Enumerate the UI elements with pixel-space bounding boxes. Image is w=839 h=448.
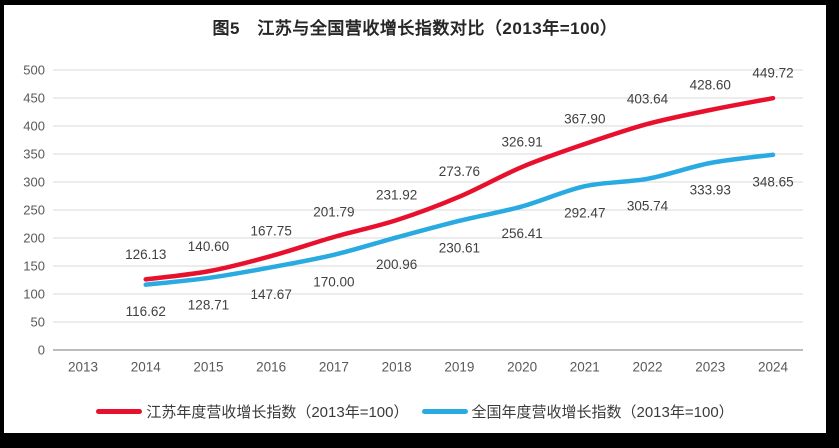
x-tick-label: 2020	[507, 360, 537, 375]
y-tick-label: 300	[23, 175, 45, 190]
data-label: 273.76	[439, 164, 480, 179]
legend-swatch	[96, 409, 143, 414]
x-tick-label: 2023	[695, 360, 725, 375]
y-tick-label: 400	[23, 119, 45, 134]
data-label: 147.67	[251, 287, 292, 302]
data-label: 201.79	[313, 204, 354, 219]
data-label: 348.65	[752, 174, 793, 189]
y-tick-label: 250	[23, 203, 45, 218]
data-label: 292.47	[564, 206, 605, 221]
x-tick-label: 2024	[758, 360, 789, 375]
y-tick-label: 350	[23, 147, 45, 162]
x-tick-label: 2022	[633, 360, 663, 375]
series-line-jiangsu	[143, 95, 776, 282]
legend: 江苏年度营收增长指数（2013年=100） 全国年度营收增长指数（2013年=10…	[4, 401, 826, 422]
x-tick-label: 2016	[256, 360, 286, 375]
y-tick-label: 0	[38, 343, 45, 358]
x-tick-label: 2017	[319, 360, 349, 375]
legend-label: 江苏年度营收增长指数（2013年=100）	[146, 404, 409, 421]
x-tick-label: 2021	[570, 360, 600, 375]
series-data-labels: 126.13 140.60 167.75 201.79 231.92 273.76 326.…	[125, 66, 794, 262]
y-tick-label: 50	[31, 315, 45, 330]
legend-label: 全国年度营收增长指数（2013年=100）	[471, 404, 734, 421]
data-label: 140.60	[188, 239, 229, 254]
y-tick-label: 100	[23, 287, 45, 302]
legend-swatch	[421, 409, 468, 414]
data-label: 449.72	[752, 66, 793, 81]
data-label: 333.93	[690, 182, 731, 197]
data-label: 170.00	[313, 274, 354, 289]
chart-title: 图5 江苏与全国营收增长指数对比（2013年=100）	[212, 19, 618, 38]
y-tick-label: 450	[23, 91, 45, 106]
x-tick-label: 2015	[193, 360, 223, 375]
x-tick-label: 2019	[444, 360, 474, 375]
x-tick-label: 2018	[382, 360, 412, 375]
data-label: 403.64	[627, 91, 669, 106]
data-label: 305.74	[627, 198, 669, 213]
data-label: 231.92	[376, 188, 417, 203]
y-tick-label: 500	[23, 63, 45, 78]
y-tick-label: 150	[23, 259, 45, 274]
series-data-labels: 116.62 128.71 147.67 170.00 200.96 230.61 256.…	[126, 174, 794, 319]
y-axis-tick-labels: 0 50 100 150 200 250 300 350 400 450 500	[23, 63, 45, 358]
legend-item-jiangsu: 江苏年度营收增长指数（2013年=100）	[96, 401, 409, 422]
data-label: 230.61	[439, 240, 480, 255]
x-tick-label: 2014	[131, 360, 162, 375]
data-label: 367.90	[564, 111, 605, 126]
data-label: 128.71	[188, 297, 229, 312]
data-label: 126.13	[125, 247, 166, 262]
data-label: 256.41	[501, 226, 542, 241]
y-tick-label: 200	[23, 231, 45, 246]
x-tick-label: 2013	[68, 360, 98, 375]
gridlines	[53, 69, 803, 351]
data-label: 167.75	[251, 224, 292, 239]
x-axis-tick-labels: 2013 2014 2015 2016 2017 2018 2019 2020 2021 2022…	[68, 360, 789, 375]
data-label: 428.60	[690, 77, 731, 92]
data-label: 116.62	[126, 304, 166, 319]
data-label: 200.96	[376, 257, 417, 272]
data-label: 326.91	[501, 134, 542, 149]
legend-item-national: 全国年度营收增长指数（2013年=100）	[421, 401, 734, 422]
series-line-national	[143, 152, 776, 287]
chart-canvas: 图5 江苏与全国营收增长指数对比（2013年=100） 0 50 100 150 200…	[4, 5, 826, 433]
